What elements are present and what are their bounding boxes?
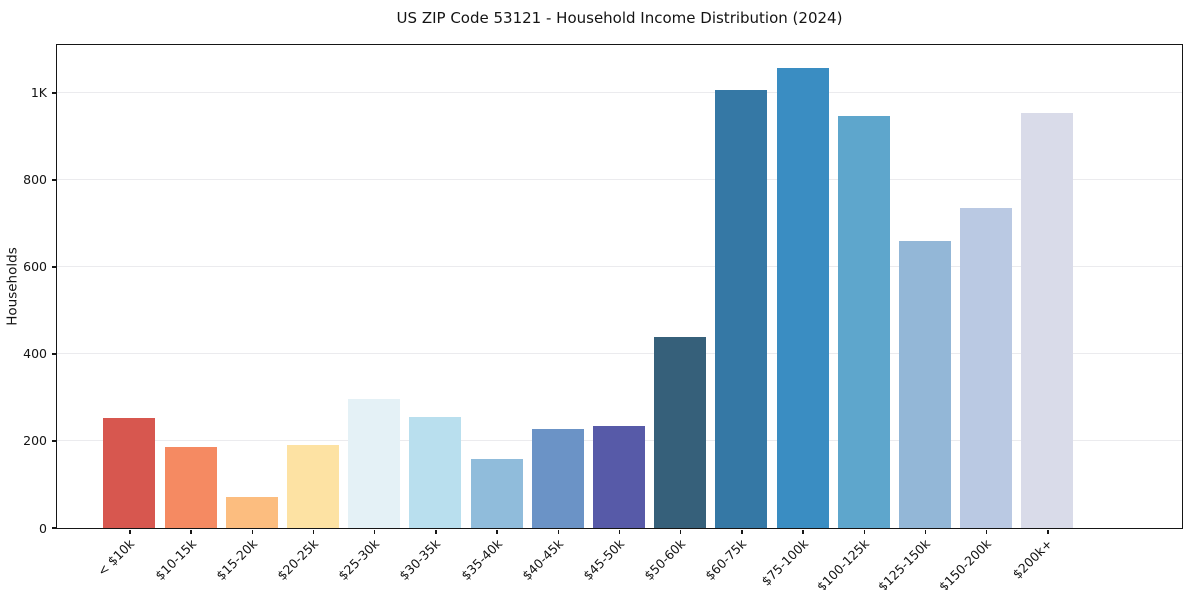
x-tick-mark [435, 529, 437, 534]
x-tick-mark [557, 529, 560, 534]
x-tick-label: $40-45k [518, 536, 566, 584]
x-tick-label: $35-40k [457, 536, 505, 584]
y-tick-label: 0 [39, 520, 47, 536]
y-tick-label: 600 [23, 259, 47, 275]
bar-100-125k [837, 115, 890, 528]
x-tick-label: < $10k [94, 536, 138, 579]
x-tick-label: $75-100k [758, 536, 811, 589]
bar-150-200k [960, 207, 1013, 528]
bar-30-35k [409, 416, 462, 528]
x-tick-mark [129, 529, 131, 534]
bar-40-45k [531, 428, 584, 528]
x-tick-mark [679, 529, 682, 534]
y-gridline [56, 91, 1182, 93]
y-tick-label: 800 [23, 172, 47, 188]
bar-10k [103, 417, 156, 528]
y-tick-mark [51, 266, 57, 268]
y-tick-mark [51, 440, 57, 442]
x-tick-mark [741, 529, 743, 534]
x-tick-mark [496, 529, 498, 534]
x-tick-label: $200k+ [1009, 536, 1056, 582]
x-tick-mark [1047, 529, 1049, 534]
bar-50-60k [654, 336, 707, 528]
y-gridline [56, 265, 1182, 267]
y-gridline [56, 178, 1182, 180]
y-gridline [56, 352, 1182, 354]
x-tick-label: $15-20k [212, 536, 260, 584]
x-tick-mark [312, 529, 315, 534]
y-tick-mark [51, 527, 57, 529]
x-tick-mark [190, 529, 192, 534]
y-tick-mark [51, 92, 57, 94]
x-tick-label: $20-25k [274, 536, 322, 584]
y-tick-label: 200 [23, 433, 47, 449]
bar-35-40k [470, 459, 523, 528]
x-tick-mark [985, 529, 988, 534]
y-tick-mark [51, 179, 57, 181]
x-tick-label: $50-60k [641, 536, 689, 584]
y-tick-mark [51, 353, 57, 355]
x-tick-mark [924, 529, 927, 534]
bar-10-15k [164, 446, 217, 528]
x-tick-mark [802, 529, 804, 534]
x-tick-label: $30-35k [396, 536, 444, 584]
bar-75-100k [776, 67, 829, 528]
plot-area [55, 43, 1183, 529]
y-tick-label: 1K [30, 85, 47, 101]
bar-60-75k [715, 90, 768, 528]
x-tick-label: $25-30k [335, 536, 383, 584]
x-tick-label: $150-200k [936, 536, 995, 590]
bar-45-50k [593, 426, 645, 528]
x-tick-label: $60-75k [702, 536, 750, 584]
x-tick-mark [863, 529, 866, 534]
chart-title: US ZIP Code 53121 - Household Income Dis… [396, 9, 843, 27]
x-tick-label: $45-50k [580, 536, 628, 584]
y-tick-label: 400 [23, 346, 47, 362]
bar-15-20k [225, 496, 278, 528]
bar-20-25k [286, 444, 339, 528]
x-tick-mark [373, 529, 376, 534]
bar-125-150k [899, 240, 952, 528]
x-tick-mark [618, 529, 621, 534]
x-tick-mark [251, 529, 253, 534]
x-tick-label: $125-150k [874, 536, 934, 590]
x-tick-label: $100-125k [813, 536, 872, 590]
x-tick-label: $10-15k [151, 536, 199, 584]
bar-200k [1021, 112, 1074, 528]
bar-25-30k [348, 398, 401, 528]
